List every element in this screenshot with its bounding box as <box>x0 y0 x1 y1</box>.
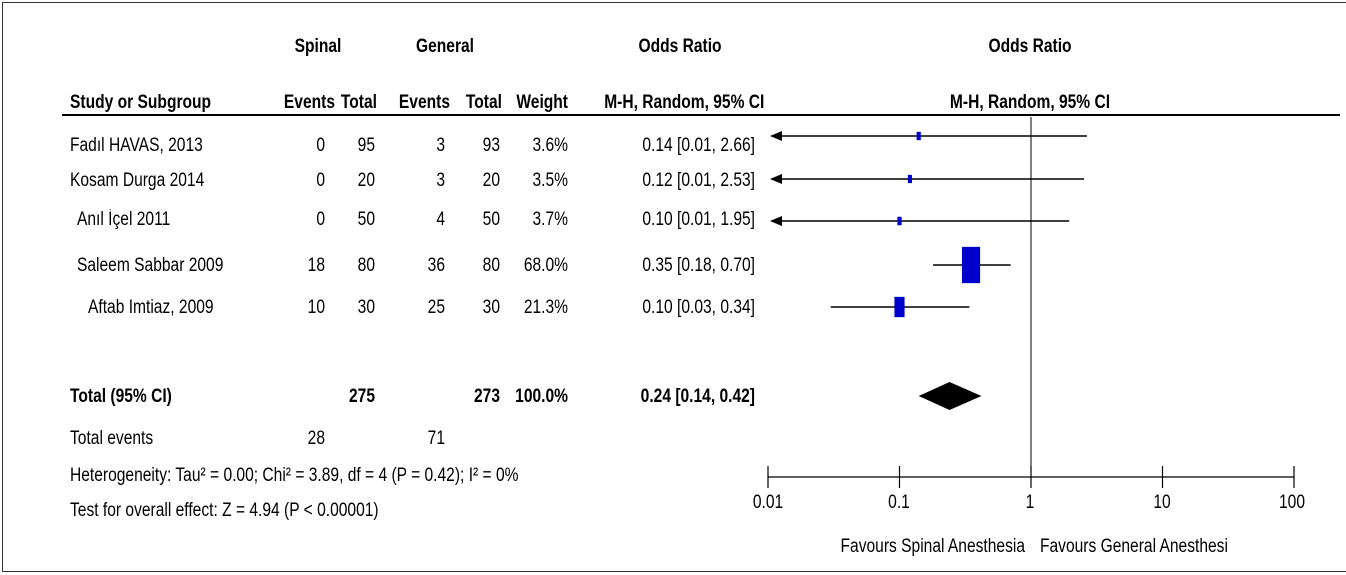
events-general: 25 <box>427 297 445 318</box>
events-spinal: 0 <box>316 170 325 191</box>
header-plot-method: M-H, Random, 95% CI <box>949 92 1111 113</box>
header-general: General <box>415 36 475 57</box>
total-general: 93 <box>482 135 500 156</box>
axis-tick-label: 1 <box>1025 492 1035 513</box>
events-general: 4 <box>436 209 445 230</box>
study-name: Anıl İçel 2011 <box>77 209 171 230</box>
study-or-ci: 0.35 [0.18, 0.70] <box>642 255 755 276</box>
axis-tick-label: 0.1 <box>888 492 910 513</box>
events-spinal: 0 <box>316 135 325 156</box>
study-weight: 68.0% <box>523 255 568 276</box>
study-or-ci: 0.10 [0.01, 1.95] <box>642 209 755 230</box>
ci-arrow <box>770 216 782 226</box>
axis-tick-label: 10 <box>1153 492 1171 513</box>
axis-tick-label: 0.01 <box>752 492 784 513</box>
study-marker <box>907 174 912 184</box>
header-or-method: M-H, Random, 95% CI <box>604 92 765 113</box>
total-general: 273 <box>474 386 500 407</box>
total-spinal: 275 <box>349 386 375 407</box>
header-events-general: Events <box>398 92 450 113</box>
study-marker <box>894 296 905 318</box>
forest-plot-marks <box>767 117 1295 488</box>
study-or-ci: 0.14 [0.01, 2.66] <box>642 135 755 156</box>
study-name: Saleem Sabbar 2009 <box>77 255 224 276</box>
study-name: Fadıl HAVAS, 2013 <box>70 135 203 156</box>
study-name: Kosam Durga 2014 <box>70 170 205 191</box>
ci-arrow <box>770 131 782 141</box>
header-weight: Weight <box>516 92 568 113</box>
study-weight: 3.6% <box>532 135 568 156</box>
total-spinal: 30 <box>357 297 375 318</box>
study-name: Aftab Imtiaz, 2009 <box>88 297 214 318</box>
axis-tick-label: 100 <box>1278 492 1305 513</box>
study-marker <box>916 131 921 141</box>
study-marker <box>961 246 981 284</box>
total-or-ci: 0.24 [0.14, 0.42] <box>640 386 755 407</box>
total-spinal: 95 <box>357 135 375 156</box>
header-events-spinal: Events <box>283 92 335 113</box>
total-general: 80 <box>482 255 500 276</box>
total-spinal: 80 <box>357 255 375 276</box>
total-weight: 100.0% <box>515 386 568 407</box>
favours-left-label: Favours Spinal Anesthesia <box>840 536 1025 557</box>
total-general: 50 <box>482 209 500 230</box>
total-events-general: 71 <box>427 428 445 449</box>
header-study: Study or Subgroup <box>70 92 212 113</box>
header-spinal: Spinal <box>294 36 342 57</box>
total-spinal: 50 <box>357 209 375 230</box>
header-plot-odds-ratio: Odds Ratio <box>988 36 1072 57</box>
events-spinal: 0 <box>316 209 325 230</box>
total-label: Total (95% CI) <box>70 386 172 407</box>
total-events-spinal: 28 <box>307 428 325 449</box>
study-weight: 3.7% <box>532 209 568 230</box>
total-events-label: Total events <box>70 428 154 449</box>
ci-arrow <box>770 174 782 184</box>
favours-right-label: Favours General Anesthesi <box>1040 536 1228 557</box>
events-spinal: 10 <box>307 297 325 318</box>
header-odds-ratio: Odds Ratio <box>638 36 722 57</box>
total-general: 30 <box>482 297 500 318</box>
study-marker <box>897 216 902 226</box>
events-general: 3 <box>436 135 445 156</box>
pooled-diamond <box>918 382 982 410</box>
events-general: 3 <box>436 170 445 191</box>
header-total-general: Total <box>465 92 502 113</box>
events-general: 36 <box>427 255 445 276</box>
study-or-ci: 0.12 [0.01, 2.53] <box>642 170 755 191</box>
overall-effect-text: Test for overall effect: Z = 4.94 (P < 0… <box>70 500 379 521</box>
total-spinal: 20 <box>357 170 375 191</box>
study-or-ci: 0.10 [0.03, 0.34] <box>642 297 755 318</box>
study-weight: 21.3% <box>523 297 568 318</box>
study-weight: 3.5% <box>532 170 568 191</box>
total-general: 20 <box>482 170 500 191</box>
heterogeneity-text: Heterogeneity: Tau² = 0.00; Chi² = 3.89,… <box>70 465 519 486</box>
events-spinal: 18 <box>307 255 325 276</box>
header-total-spinal: Total <box>340 92 377 113</box>
